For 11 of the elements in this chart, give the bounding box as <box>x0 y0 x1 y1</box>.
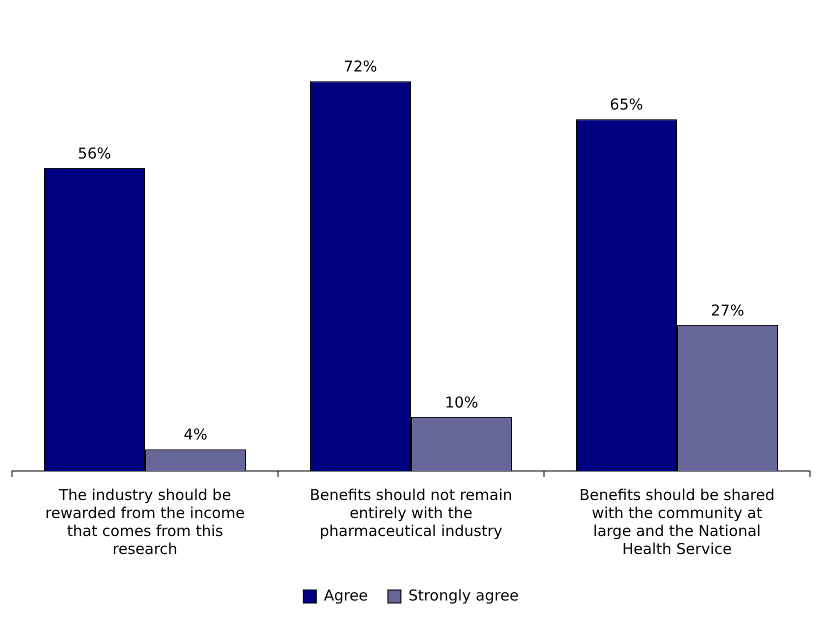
data-label: 72% <box>344 58 378 76</box>
x-tick-label: Benefits should not remain entirely with the pharmaceutical industry <box>310 486 512 540</box>
legend-label: Agree <box>324 586 368 604</box>
legend-label: Strongly agree <box>408 586 519 604</box>
x-tick-label: The industry should be rewarded from the income that comes from this research <box>45 486 245 558</box>
data-label: 4% <box>184 426 208 444</box>
data-label: 56% <box>78 144 112 162</box>
x-tick-label: Benefits should be shared with the community at large and the National Health Service <box>579 486 775 558</box>
data-label: 27% <box>710 301 744 320</box>
data-label: 65% <box>610 96 644 114</box>
data-label: 10% <box>444 393 478 412</box>
